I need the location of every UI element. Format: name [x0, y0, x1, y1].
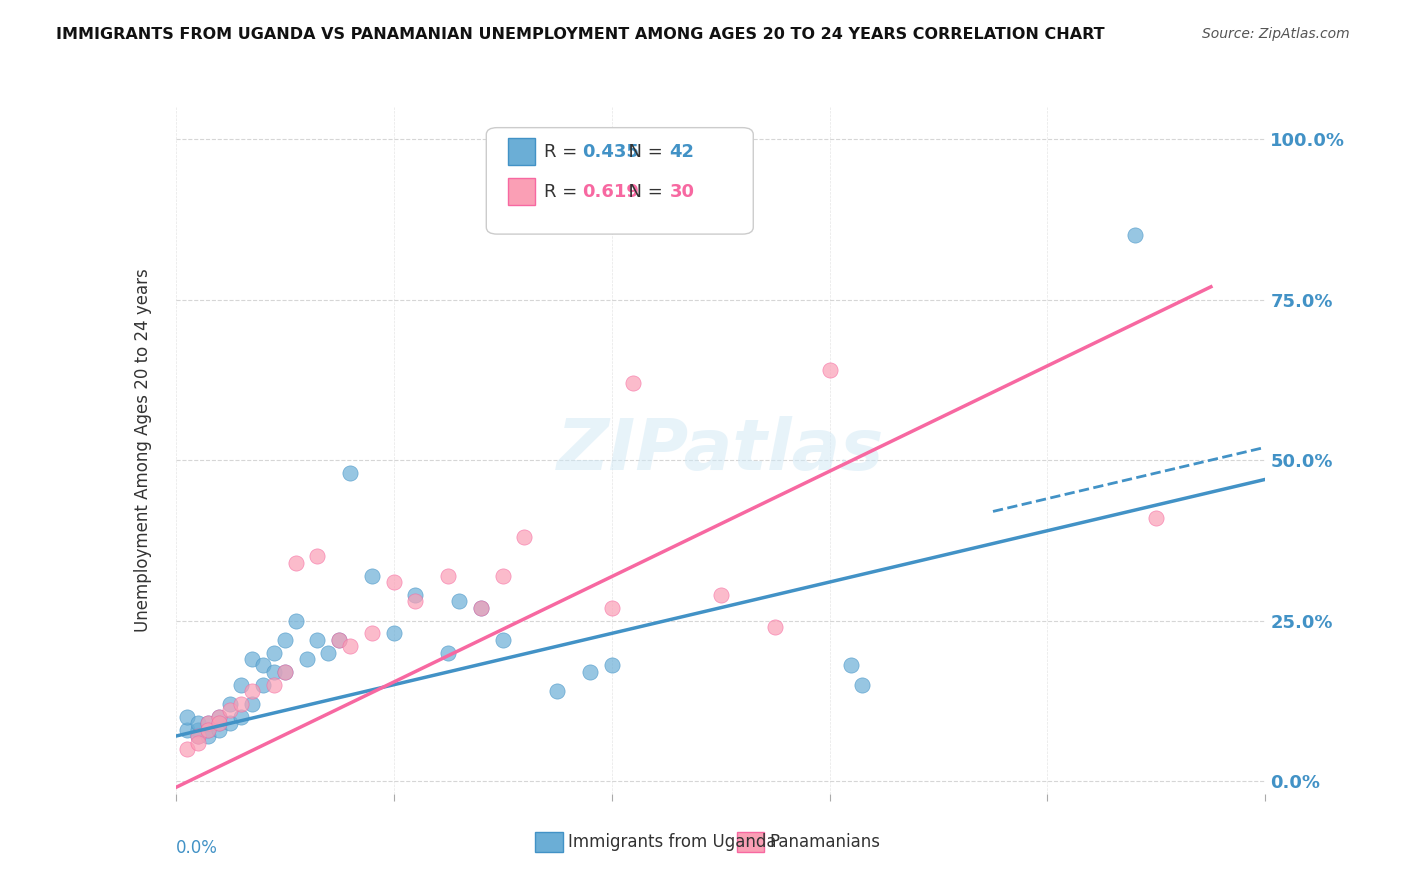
Point	[263, 665, 285, 679]
Point	[492, 632, 515, 647]
Point	[600, 658, 623, 673]
Point	[621, 376, 644, 390]
Text: Source: ZipAtlas.com: Source: ZipAtlas.com	[1202, 27, 1350, 41]
Text: 0.619: 0.619	[582, 183, 640, 201]
Point	[274, 665, 297, 679]
Text: N =: N =	[617, 143, 669, 161]
Point	[339, 466, 361, 480]
Point	[197, 723, 219, 737]
Point	[219, 697, 242, 711]
Text: N =: N =	[617, 183, 669, 201]
Point	[339, 639, 361, 653]
FancyBboxPatch shape	[486, 128, 754, 234]
Point	[328, 632, 350, 647]
Y-axis label: Unemployment Among Ages 20 to 24 years: Unemployment Among Ages 20 to 24 years	[134, 268, 152, 632]
Point	[186, 716, 209, 731]
Point	[360, 626, 382, 640]
Point	[176, 723, 198, 737]
Text: R =: R =	[544, 183, 583, 201]
Point	[263, 678, 285, 692]
Text: ZIPatlas: ZIPatlas	[557, 416, 884, 485]
Point	[382, 626, 405, 640]
Point	[818, 363, 841, 377]
Text: Immigrants from Uganda: Immigrants from Uganda	[568, 833, 776, 851]
Text: 0.0%: 0.0%	[176, 838, 218, 856]
Point	[186, 723, 209, 737]
FancyBboxPatch shape	[508, 138, 536, 165]
Point	[513, 530, 536, 544]
Point	[1123, 228, 1146, 243]
Point	[328, 632, 350, 647]
Point	[546, 684, 568, 698]
Point	[437, 646, 460, 660]
Point	[208, 716, 231, 731]
Point	[600, 600, 623, 615]
Point	[219, 716, 242, 731]
Point	[447, 594, 470, 608]
Point	[240, 697, 263, 711]
Point	[405, 588, 427, 602]
FancyBboxPatch shape	[508, 178, 536, 205]
Point	[176, 742, 198, 756]
Point	[208, 723, 231, 737]
Point	[710, 588, 733, 602]
Point	[231, 710, 253, 724]
Text: 0.435: 0.435	[582, 143, 640, 161]
Point	[274, 632, 297, 647]
Point	[470, 600, 492, 615]
Point	[318, 646, 340, 660]
FancyBboxPatch shape	[737, 831, 765, 852]
Point	[240, 684, 263, 698]
Point	[579, 665, 602, 679]
Point	[252, 658, 274, 673]
Point	[295, 652, 318, 666]
Text: R =: R =	[544, 143, 583, 161]
Point	[231, 678, 253, 692]
Point	[240, 652, 263, 666]
Point	[186, 729, 209, 743]
Point	[252, 678, 274, 692]
Point	[274, 665, 297, 679]
Point	[197, 723, 219, 737]
Point	[208, 710, 231, 724]
Point	[208, 716, 231, 731]
Text: 30: 30	[669, 183, 695, 201]
Point	[186, 735, 209, 749]
Point	[307, 549, 329, 564]
Point	[263, 646, 285, 660]
Point	[437, 568, 460, 582]
Point	[208, 710, 231, 724]
FancyBboxPatch shape	[536, 831, 562, 852]
Text: 42: 42	[669, 143, 695, 161]
Point	[307, 632, 329, 647]
Point	[284, 614, 307, 628]
Point	[360, 568, 382, 582]
Text: IMMIGRANTS FROM UGANDA VS PANAMANIAN UNEMPLOYMENT AMONG AGES 20 TO 24 YEARS CORR: IMMIGRANTS FROM UGANDA VS PANAMANIAN UNE…	[56, 27, 1105, 42]
Point	[492, 568, 515, 582]
Point	[176, 710, 198, 724]
Point	[197, 716, 219, 731]
Text: Panamanians: Panamanians	[769, 833, 880, 851]
Point	[405, 594, 427, 608]
Point	[763, 620, 786, 634]
Point	[219, 703, 242, 717]
Point	[841, 658, 863, 673]
Point	[382, 575, 405, 590]
Point	[470, 600, 492, 615]
Point	[197, 716, 219, 731]
Point	[851, 678, 873, 692]
Point	[546, 216, 568, 230]
Point	[1144, 511, 1167, 525]
Point	[231, 697, 253, 711]
Point	[284, 556, 307, 570]
Point	[186, 729, 209, 743]
Point	[197, 729, 219, 743]
